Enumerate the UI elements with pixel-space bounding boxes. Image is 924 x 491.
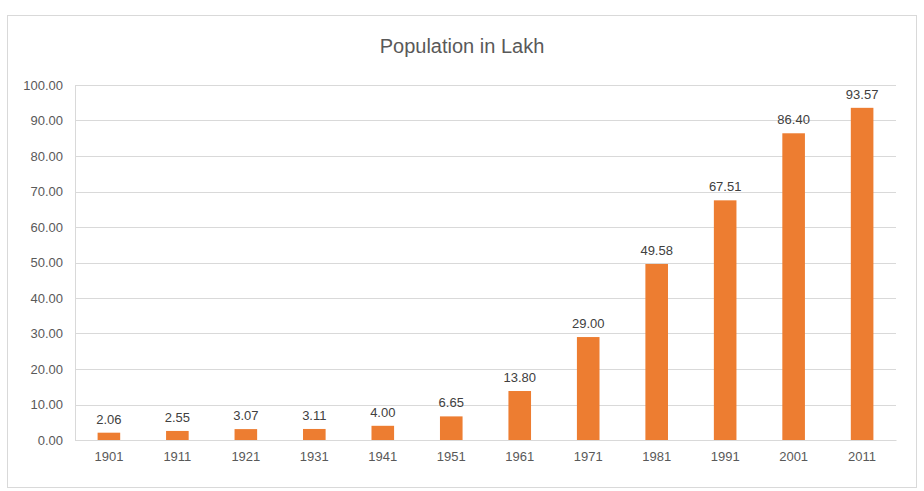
x-tick-label: 1991 <box>711 449 740 464</box>
y-tick-label: 30.00 <box>30 326 63 341</box>
bar <box>577 337 600 440</box>
bar <box>303 429 326 440</box>
x-tick-label: 1941 <box>368 449 397 464</box>
y-tick-label: 40.00 <box>30 291 63 306</box>
x-tick-label: 1911 <box>163 449 191 464</box>
y-tick: 0.00 <box>38 433 75 448</box>
data-label: 3.07 <box>233 408 258 423</box>
data-label: 29.00 <box>572 316 605 331</box>
grid-line <box>75 405 896 406</box>
x-tick: 1991 <box>711 440 740 464</box>
y-tick-label: 70.00 <box>30 184 63 199</box>
x-tick-label: 1901 <box>94 449 123 464</box>
x-tick-label: 1951 <box>437 449 466 464</box>
grid-line <box>75 298 896 299</box>
grid-line <box>75 440 896 441</box>
y-tick: 60.00 <box>30 220 75 235</box>
x-tick: 1951 <box>437 440 466 464</box>
data-label: 49.58 <box>640 243 673 258</box>
x-tick-label: 1921 <box>231 449 260 464</box>
y-tick: 20.00 <box>30 362 75 377</box>
y-tick-label: 50.00 <box>30 255 63 270</box>
chart-title: Population in Lakh <box>380 35 545 57</box>
x-tick: 1961 <box>505 440 534 464</box>
x-tick: 2001 <box>779 440 808 464</box>
bar <box>508 391 531 440</box>
data-label: 2.55 <box>165 410 190 425</box>
grid-line <box>75 369 896 370</box>
x-tick: 1931 <box>300 440 329 464</box>
y-tick: 50.00 <box>30 255 75 270</box>
x-tick: 1981 <box>642 440 671 464</box>
bar <box>714 200 737 440</box>
y-tick: 70.00 <box>30 184 75 199</box>
x-tick-label: 2001 <box>779 449 808 464</box>
x-tick-label: 1981 <box>642 449 671 464</box>
data-label: 2.06 <box>96 412 121 427</box>
y-tick: 40.00 <box>30 291 75 306</box>
grid-line <box>75 156 896 157</box>
y-tick: 10.00 <box>30 397 75 412</box>
grid-line <box>75 227 896 228</box>
bar <box>98 433 121 440</box>
y-tick: 30.00 <box>30 326 75 341</box>
x-tick: 1911 <box>163 440 191 464</box>
x-tick: 1941 <box>368 440 397 464</box>
y-axis-line <box>75 86 76 441</box>
bar <box>782 133 805 440</box>
x-tick-label: 2011 <box>848 449 876 464</box>
x-tick-label: 1961 <box>505 449 534 464</box>
y-tick: 80.00 <box>30 149 75 164</box>
bar <box>371 426 394 440</box>
x-axis-line <box>76 440 897 441</box>
data-label: 67.51 <box>709 179 742 194</box>
chart: Population in Lakh 0.00 10.00 20.00 30.00 40.… <box>0 0 924 491</box>
x-tick: 2011 <box>848 440 876 464</box>
bar <box>645 264 668 440</box>
grid-line <box>75 120 896 121</box>
grid-line <box>75 263 896 264</box>
y-tick-label: 90.00 <box>30 113 63 128</box>
y-tick-label: 80.00 <box>30 149 63 164</box>
x-tick: 1921 <box>231 440 260 464</box>
grid <box>75 86 896 441</box>
y-tick: 100.00 <box>23 78 75 93</box>
y-tick-label: 0.00 <box>38 433 63 448</box>
x-axis: 1901 1911 1921 1931 1941 1951 1961 1971 1981 1991… <box>76 440 897 464</box>
data-label: 93.57 <box>846 87 879 102</box>
y-axis: 0.00 10.00 20.00 30.00 40.00 50.00 60.00 70.00 8… <box>23 78 75 448</box>
y-tick-label: 60.00 <box>30 220 63 235</box>
data-label: 3.11 <box>302 408 326 423</box>
bar <box>851 108 874 440</box>
x-tick-label: 1971 <box>574 449 603 464</box>
y-tick: 90.00 <box>30 113 75 128</box>
data-label: 4.00 <box>370 405 395 420</box>
grid-line <box>75 192 896 193</box>
plot: 0.00 10.00 20.00 30.00 40.00 50.00 60.00 70.00 8… <box>23 78 896 465</box>
y-tick-label: 20.00 <box>30 362 63 377</box>
data-label: 86.40 <box>777 112 810 127</box>
y-tick-label: 10.00 <box>30 397 63 412</box>
bar <box>235 429 258 440</box>
data-label: 13.80 <box>503 370 536 385</box>
y-tick-label: 100.00 <box>23 78 63 93</box>
data-label: 6.65 <box>439 395 464 410</box>
x-tick: 1901 <box>94 440 123 464</box>
grid-line <box>75 333 896 334</box>
bars <box>98 108 874 440</box>
x-tick-label: 1931 <box>300 449 329 464</box>
data-labels: 2.06 2.55 3.07 3.11 4.00 6.65 13.80 29.00 49.58 6… <box>96 87 878 427</box>
x-tick: 1971 <box>574 440 603 464</box>
chart-frame <box>8 16 917 488</box>
grid-line <box>75 85 896 86</box>
bar <box>166 431 189 440</box>
bar <box>440 416 463 440</box>
